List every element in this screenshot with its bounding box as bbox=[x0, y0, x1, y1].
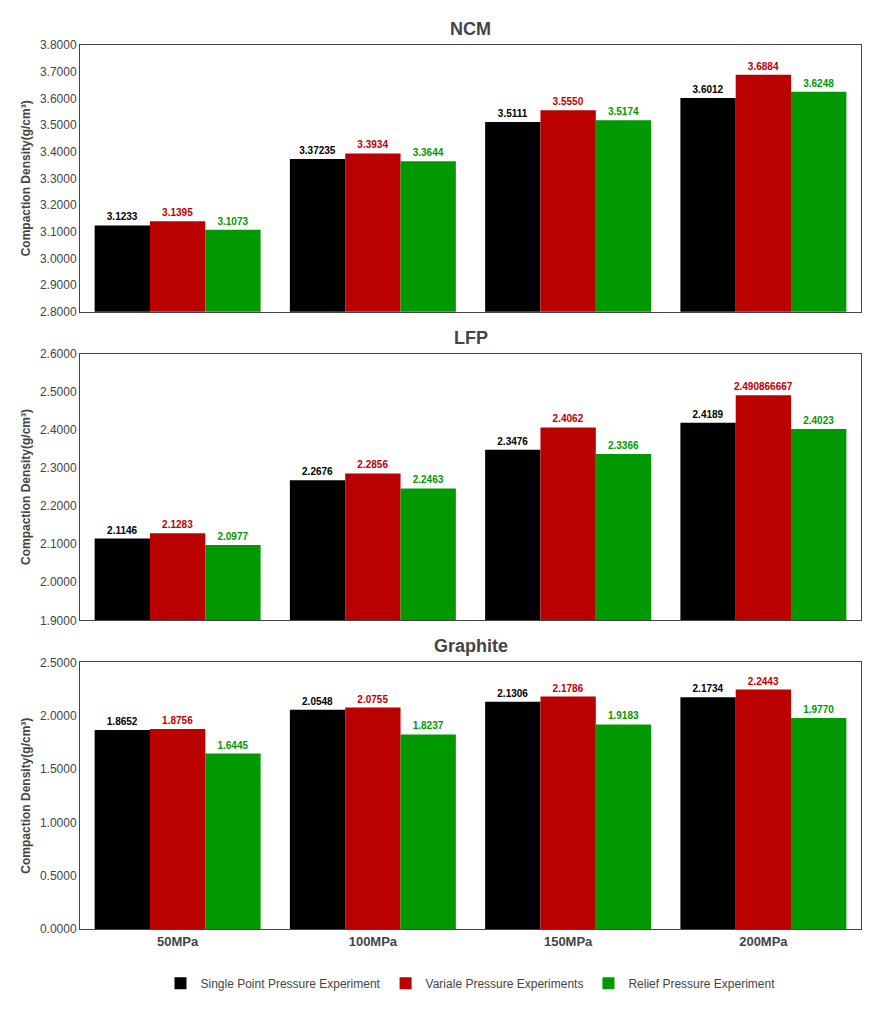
svg-text:2.1786: 2.1786 bbox=[553, 683, 584, 694]
svg-text:3.1073: 3.1073 bbox=[217, 216, 248, 227]
svg-text:1.9183: 1.9183 bbox=[608, 710, 639, 721]
svg-text:3.6884: 3.6884 bbox=[748, 61, 779, 72]
svg-text:1.8237: 1.8237 bbox=[413, 720, 444, 731]
svg-text:1.5000: 1.5000 bbox=[40, 762, 77, 776]
svg-text:2.3366: 2.3366 bbox=[608, 440, 639, 451]
svg-text:3.6248: 3.6248 bbox=[803, 78, 834, 89]
svg-text:3.8000: 3.8000 bbox=[40, 38, 77, 52]
svg-text:3.1395: 3.1395 bbox=[162, 207, 193, 218]
svg-text:LFP: LFP bbox=[454, 328, 488, 348]
svg-text:2.4000: 2.4000 bbox=[40, 423, 77, 437]
svg-text:2.2463: 2.2463 bbox=[413, 474, 444, 485]
svg-text:2.0977: 2.0977 bbox=[217, 531, 248, 542]
svg-text:3.7000: 3.7000 bbox=[40, 65, 77, 79]
svg-text:3.1000: 3.1000 bbox=[40, 225, 77, 239]
svg-text:3.3000: 3.3000 bbox=[40, 172, 77, 186]
svg-text:2.4023: 2.4023 bbox=[803, 415, 834, 426]
svg-text:2.2443: 2.2443 bbox=[748, 676, 779, 687]
svg-text:3.0000: 3.0000 bbox=[40, 252, 77, 266]
svg-text:Graphite: Graphite bbox=[434, 636, 508, 656]
svg-text:1.8756: 1.8756 bbox=[162, 715, 193, 726]
svg-text:2.5000: 2.5000 bbox=[40, 385, 77, 399]
svg-text:2.1306: 2.1306 bbox=[497, 688, 528, 699]
svg-text:2.0548: 2.0548 bbox=[302, 696, 333, 707]
svg-text:200MPa: 200MPa bbox=[739, 934, 788, 949]
svg-text:50MPa: 50MPa bbox=[157, 934, 199, 949]
svg-text:2.0000: 2.0000 bbox=[40, 709, 77, 723]
svg-text:2.9000: 2.9000 bbox=[40, 278, 77, 292]
svg-text:3.5111: 3.5111 bbox=[498, 108, 528, 119]
svg-text:Relief Pressure Experiment: Relief Pressure Experiment bbox=[628, 977, 775, 991]
svg-text:2.6000: 2.6000 bbox=[40, 347, 77, 361]
svg-text:3.2000: 3.2000 bbox=[40, 198, 77, 212]
svg-text:150MPa: 150MPa bbox=[544, 934, 593, 949]
svg-text:2.490866667: 2.490866667 bbox=[734, 381, 793, 392]
svg-text:2.1283: 2.1283 bbox=[162, 519, 193, 530]
svg-text:1.9770: 1.9770 bbox=[803, 704, 834, 715]
svg-text:2.3476: 2.3476 bbox=[497, 436, 528, 447]
svg-text:100MPa: 100MPa bbox=[349, 934, 398, 949]
svg-text:3.5550: 3.5550 bbox=[553, 96, 584, 107]
svg-text:2.2000: 2.2000 bbox=[40, 499, 77, 513]
svg-text:2.3000: 2.3000 bbox=[40, 461, 77, 475]
svg-text:2.0000: 2.0000 bbox=[40, 575, 77, 589]
svg-text:Compaction Density(g/cm³): Compaction Density(g/cm³) bbox=[19, 100, 33, 256]
svg-text:3.3644: 3.3644 bbox=[413, 147, 444, 158]
svg-text:3.1233: 3.1233 bbox=[107, 211, 138, 222]
svg-text:Compaction Density(g/cm³): Compaction Density(g/cm³) bbox=[19, 718, 33, 874]
svg-text:2.1000: 2.1000 bbox=[40, 537, 77, 551]
svg-text:3.5000: 3.5000 bbox=[40, 118, 77, 132]
svg-text:1.0000: 1.0000 bbox=[40, 816, 77, 830]
svg-text:Variale Pressure Experiments: Variale Pressure Experiments bbox=[426, 977, 584, 991]
svg-text:1.6445: 1.6445 bbox=[217, 740, 248, 751]
svg-text:0.5000: 0.5000 bbox=[40, 869, 77, 883]
svg-text:2.2856: 2.2856 bbox=[357, 459, 388, 470]
svg-text:2.1734: 2.1734 bbox=[693, 683, 724, 694]
svg-text:0.0000: 0.0000 bbox=[40, 922, 77, 936]
svg-text:2.4189: 2.4189 bbox=[693, 409, 724, 420]
svg-text:3.5174: 3.5174 bbox=[608, 106, 639, 117]
svg-text:3.3934: 3.3934 bbox=[357, 139, 388, 150]
svg-text:2.2676: 2.2676 bbox=[302, 466, 333, 477]
svg-text:Single Point Pressure Experime: Single Point Pressure Experiment bbox=[201, 977, 381, 991]
svg-text:2.8000: 2.8000 bbox=[40, 305, 77, 319]
svg-text:2.1146: 2.1146 bbox=[107, 525, 137, 536]
svg-text:3.4000: 3.4000 bbox=[40, 145, 77, 159]
svg-text:2.4062: 2.4062 bbox=[553, 413, 584, 424]
svg-text:2.0755: 2.0755 bbox=[357, 694, 388, 705]
svg-text:3.6012: 3.6012 bbox=[693, 84, 724, 95]
svg-text:NCM: NCM bbox=[450, 19, 491, 39]
svg-text:3.6000: 3.6000 bbox=[40, 92, 77, 106]
svg-text:3.37235: 3.37235 bbox=[299, 145, 336, 156]
svg-text:2.5000: 2.5000 bbox=[40, 656, 77, 670]
svg-text:Compaction Density(g/cm³): Compaction Density(g/cm³) bbox=[19, 409, 33, 565]
svg-text:1.9000: 1.9000 bbox=[40, 614, 77, 628]
svg-text:1.8652: 1.8652 bbox=[107, 716, 138, 727]
